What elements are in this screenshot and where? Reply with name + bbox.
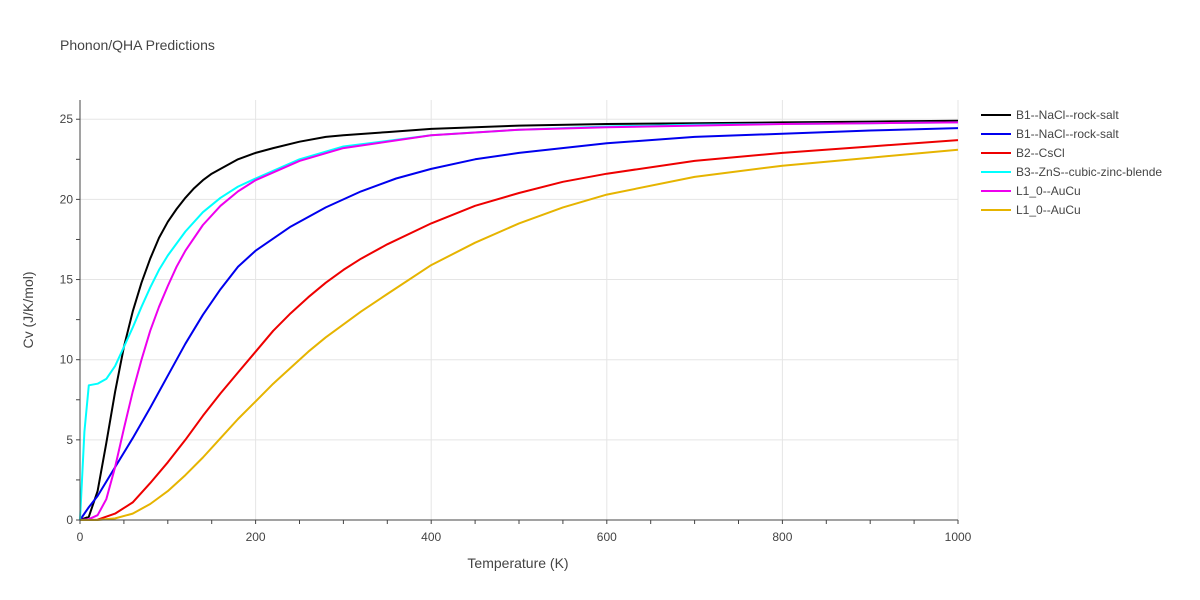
legend-label: B3--ZnS--cubic-zinc-blende (1016, 165, 1162, 179)
y-tick-label: 25 (60, 112, 74, 126)
x-tick-label: 200 (246, 530, 266, 544)
y-tick-label: 20 (60, 192, 74, 206)
series-line-6 (80, 148, 959, 521)
x-tick-label: 0 (77, 530, 84, 544)
grid (80, 100, 959, 520)
axes: 0 200 400 600 800 1000 0 5 10 15 20 25 (60, 100, 972, 544)
legend: B1--NaCl--rock-salt B1--NaCl--rock-salt B2… (981, 108, 1162, 217)
legend-label: L1_0--AuCu (1016, 184, 1081, 198)
legend-label: B1--NaCl--rock-salt (1016, 127, 1119, 141)
y-axis-label: Cv (J/K/mol) (20, 272, 36, 349)
legend-item-1[interactable]: B1--NaCl--rock-salt (981, 108, 1119, 122)
series-layer (79, 119, 959, 521)
legend-label: L1_0--AuCu (1016, 203, 1081, 217)
series-line-2 (79, 127, 959, 521)
legend-item-2[interactable]: B1--NaCl--rock-salt (981, 127, 1119, 141)
x-tick-label: 800 (772, 530, 792, 544)
legend-item-3[interactable]: B2--CsCl (981, 146, 1065, 160)
y-tick-label: 15 (60, 273, 74, 287)
legend-label: B1--NaCl--rock-salt (1016, 108, 1119, 122)
x-axis-label: Temperature (K) (467, 555, 568, 571)
legend-item-6[interactable]: L1_0--AuCu (981, 203, 1081, 217)
x-tick-label: 400 (421, 530, 441, 544)
y-tick-label: 5 (66, 433, 73, 447)
x-tick-label: 1000 (945, 530, 972, 544)
series-line-1 (79, 119, 959, 521)
series-line-5 (79, 121, 959, 521)
series-line-4 (79, 121, 959, 521)
legend-label: B2--CsCl (1016, 146, 1065, 160)
series-line-3 (79, 139, 959, 521)
x-tick-label: 600 (597, 530, 617, 544)
y-tick-label: 0 (66, 513, 73, 527)
legend-item-4[interactable]: B3--ZnS--cubic-zinc-blende (981, 165, 1162, 179)
legend-item-5[interactable]: L1_0--AuCu (981, 184, 1081, 198)
y-tick-label: 10 (60, 353, 74, 367)
chart-title: Phonon/QHA Predictions (60, 37, 215, 53)
